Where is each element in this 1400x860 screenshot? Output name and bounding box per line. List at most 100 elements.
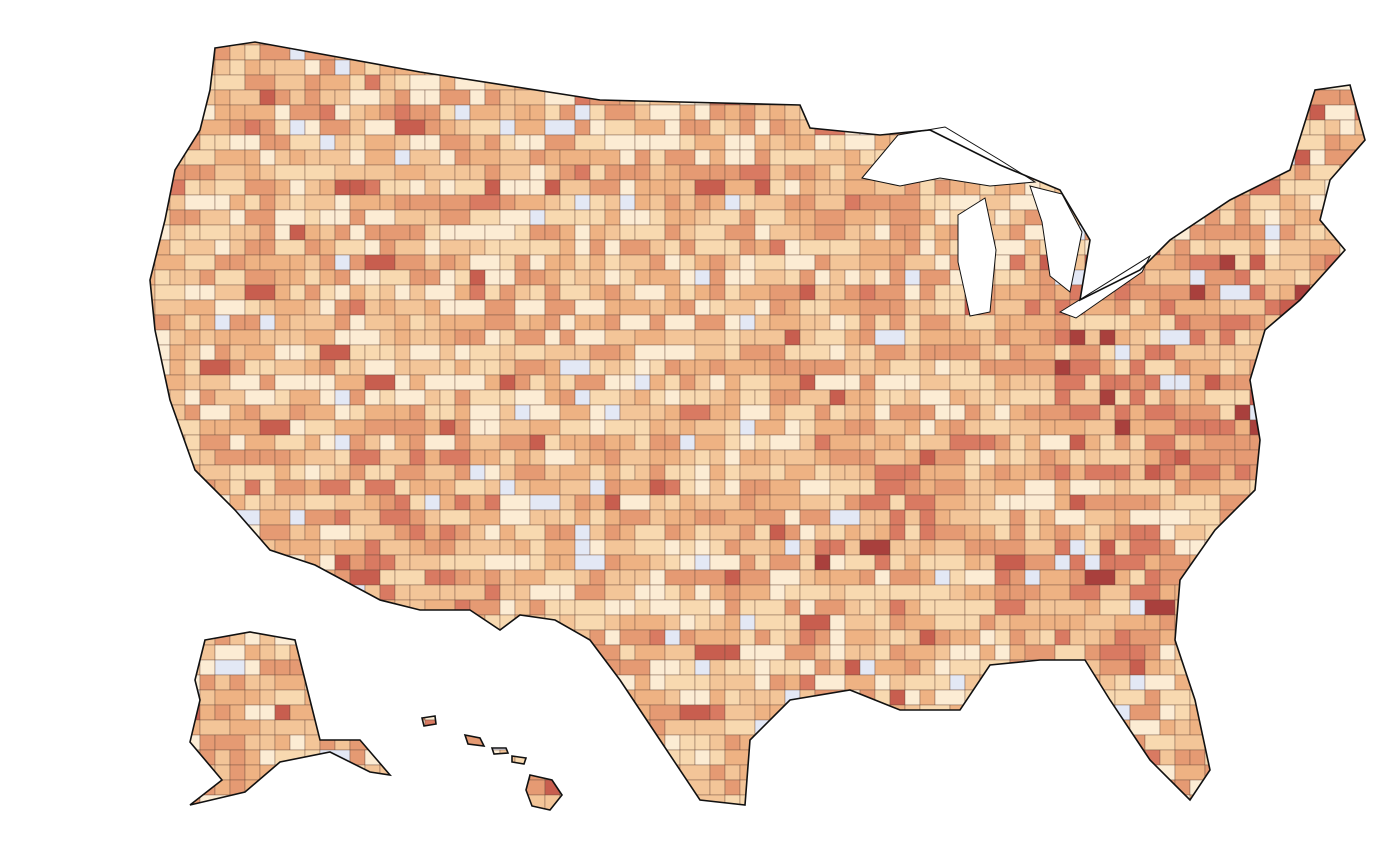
- county: [379, 779, 411, 796]
- county: [229, 509, 261, 526]
- county: [349, 329, 381, 346]
- county: [1054, 74, 1071, 91]
- county: [259, 614, 276, 631]
- county: [1039, 284, 1056, 301]
- county: [529, 179, 546, 196]
- county: [1249, 794, 1281, 810]
- county: [169, 524, 186, 541]
- county: [829, 629, 846, 646]
- county: [274, 779, 291, 796]
- county: [1159, 284, 1191, 301]
- county: [1039, 299, 1056, 316]
- county: [619, 779, 636, 796]
- county: [979, 539, 996, 556]
- county: [1279, 524, 1296, 541]
- county: [1174, 464, 1191, 481]
- county: [259, 134, 276, 151]
- county: [184, 524, 216, 541]
- county: [1309, 524, 1326, 541]
- county: [1069, 359, 1101, 376]
- county: [1219, 629, 1251, 646]
- county: [619, 74, 636, 91]
- county: [1249, 239, 1266, 256]
- county: [814, 404, 831, 421]
- county: [739, 554, 756, 571]
- county: [619, 89, 636, 106]
- county: [889, 254, 906, 271]
- county: [544, 224, 561, 241]
- county: [529, 659, 546, 676]
- county: [829, 809, 846, 810]
- county: [229, 704, 246, 721]
- county: [274, 719, 306, 736]
- county: [889, 389, 906, 406]
- county: [379, 299, 396, 316]
- county: [1354, 42, 1365, 46]
- county: [799, 674, 816, 691]
- county: [919, 704, 951, 721]
- county: [1339, 764, 1356, 781]
- county: [1204, 719, 1221, 736]
- county: [994, 89, 1011, 106]
- county: [259, 164, 276, 181]
- county: [559, 374, 576, 391]
- county: [589, 719, 621, 736]
- county: [814, 149, 846, 166]
- county: [319, 734, 336, 751]
- county: [1099, 344, 1116, 361]
- county: [1054, 644, 1086, 661]
- county: [964, 449, 981, 466]
- county: [1069, 104, 1086, 121]
- county: [454, 104, 471, 121]
- county: [1264, 749, 1281, 766]
- county: [409, 269, 426, 286]
- county: [1099, 74, 1116, 91]
- county: [409, 479, 426, 496]
- county: [154, 269, 171, 286]
- county: [919, 539, 936, 556]
- county: [1204, 734, 1236, 751]
- county: [154, 374, 186, 391]
- county: [169, 119, 186, 136]
- county: [724, 119, 741, 136]
- county: [799, 719, 831, 736]
- county: [199, 164, 216, 181]
- county: [259, 629, 276, 646]
- county: [349, 194, 381, 211]
- county: [1234, 89, 1266, 106]
- county: [1234, 644, 1251, 661]
- county: [1159, 269, 1191, 286]
- county: [169, 224, 186, 241]
- county: [1370, 300, 1385, 315]
- county: [244, 344, 276, 361]
- county: [709, 749, 726, 766]
- county: [619, 659, 651, 676]
- county: [1144, 389, 1161, 406]
- county: [169, 449, 186, 466]
- county: [829, 42, 846, 46]
- county: [1339, 419, 1356, 436]
- county: [1249, 539, 1281, 556]
- county: [664, 524, 681, 541]
- county: [274, 269, 291, 286]
- county: [304, 464, 321, 481]
- county: [469, 284, 486, 301]
- county: [319, 374, 336, 391]
- county: [1264, 659, 1281, 676]
- county: [1054, 539, 1071, 556]
- county: [229, 434, 246, 451]
- county: [1069, 149, 1086, 166]
- county: [634, 329, 666, 346]
- county: [949, 434, 981, 451]
- county: [814, 569, 831, 586]
- county: [274, 494, 291, 511]
- county: [1024, 464, 1041, 481]
- county: [1069, 194, 1086, 211]
- county: [1009, 149, 1026, 166]
- county: [1099, 794, 1116, 810]
- county: [1129, 42, 1146, 46]
- county: [409, 809, 426, 810]
- county: [184, 509, 201, 526]
- county: [574, 794, 591, 810]
- county: [559, 644, 576, 661]
